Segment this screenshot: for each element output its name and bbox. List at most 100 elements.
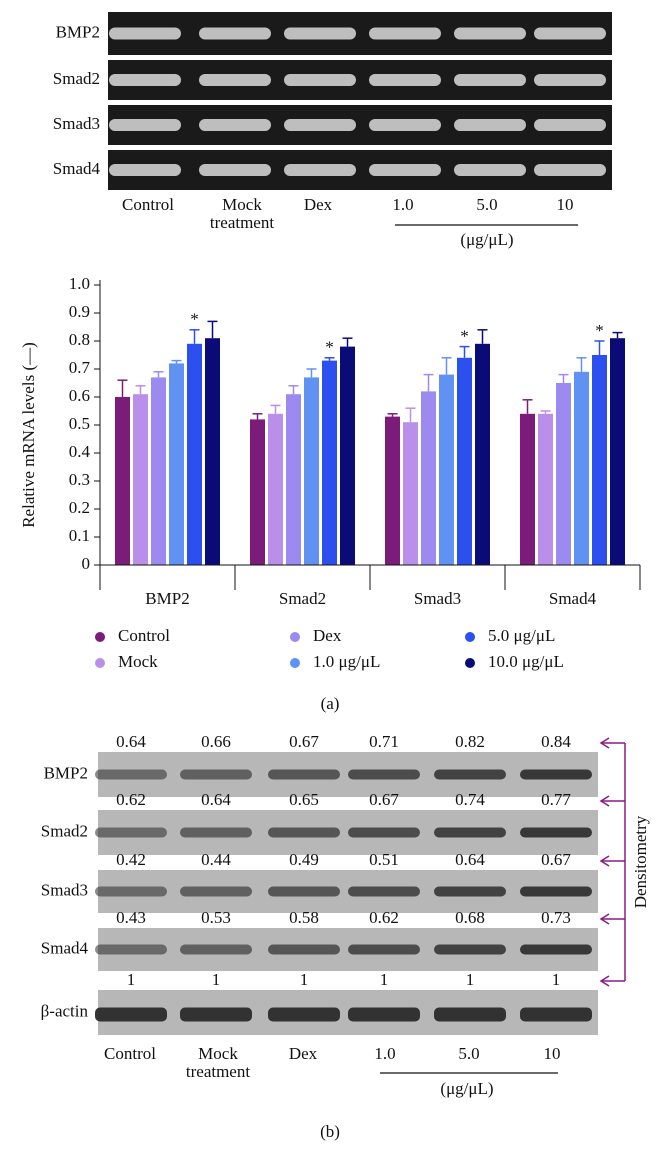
bar: [403, 422, 418, 565]
gel-band: [454, 27, 526, 40]
legend-label: 5.0 μg/μL: [488, 626, 555, 645]
bar: [439, 374, 454, 565]
row-label: Smad3: [41, 880, 88, 899]
densitometry-value: 0.77: [541, 790, 571, 809]
densitometry-value: 0.68: [455, 908, 485, 927]
blot-band: [180, 944, 252, 955]
y-tick-label: 0.1: [69, 526, 90, 545]
y-tick-label: 0: [82, 554, 91, 573]
densitometry-value: 1: [466, 970, 475, 989]
densitometry-value: 0.49: [289, 850, 319, 869]
densitometry-value: 0.43: [116, 908, 146, 927]
bar: [169, 363, 184, 565]
densitometry-value: 0.74: [455, 790, 485, 809]
blot-band: [348, 827, 420, 838]
legend-label: Dex: [313, 626, 342, 645]
gel-band: [369, 119, 441, 131]
bar: [340, 346, 355, 565]
blot-band: [268, 944, 340, 955]
y-tick-label: 0.3: [69, 470, 90, 489]
bar: [592, 355, 607, 565]
bar: [574, 371, 589, 565]
bar: [151, 377, 166, 565]
bar: [205, 338, 220, 565]
bar: [115, 397, 130, 565]
legend-label: Control: [118, 626, 170, 645]
densitometry-value: 0.64: [201, 790, 231, 809]
y-tick-label: 0.8: [69, 330, 90, 349]
lane-label: 10: [556, 195, 574, 214]
arrow-head: [599, 795, 610, 807]
densitometry-value: 1: [552, 970, 561, 989]
densitometry-value: 0.71: [369, 732, 399, 751]
gel-band: [199, 27, 271, 40]
blot-band: [348, 886, 420, 897]
bar: [457, 357, 472, 565]
legend-marker: [95, 658, 105, 668]
densitometry-value: 1: [127, 970, 136, 989]
lane-label: Dex: [288, 1044, 318, 1063]
blot-band: [434, 944, 506, 955]
gel-band: [199, 164, 271, 176]
legend-label: 1.0 μg/μL: [313, 652, 380, 671]
lane-label: 5.0: [476, 195, 498, 214]
gel-band: [109, 74, 181, 86]
gel-band: [369, 164, 441, 176]
bar: [520, 413, 535, 565]
bar: [286, 394, 301, 565]
gel-image: [108, 60, 612, 100]
row-label: BMP2: [44, 763, 88, 782]
blot-band: [520, 1007, 592, 1022]
bar: [556, 383, 571, 565]
blot-band: [520, 944, 592, 955]
bar: [187, 343, 202, 565]
densitometry-value: 1: [300, 970, 309, 989]
arrow-head: [599, 855, 610, 867]
blot-band: [268, 1007, 340, 1022]
gel-band: [534, 119, 606, 131]
gel-band: [534, 164, 606, 176]
blot-band: [434, 886, 506, 897]
y-tick-label: 0.6: [69, 386, 90, 405]
gel-image: [108, 150, 612, 190]
densitometry-value: 0.53: [201, 908, 231, 927]
densitometry-value: 0.64: [116, 732, 146, 751]
blot-band: [268, 886, 340, 897]
blot-band: [348, 1007, 420, 1022]
blot-band: [268, 769, 340, 780]
lane-label: Control: [122, 195, 174, 214]
panel-label: (b): [320, 1122, 340, 1141]
gel-band: [284, 27, 356, 40]
legend-label: Mock: [118, 652, 158, 671]
blot-band: [180, 1007, 252, 1022]
legend-marker: [290, 658, 300, 668]
row-label: Smad2: [53, 69, 100, 88]
gel-band: [369, 74, 441, 86]
gel-band: [454, 164, 526, 176]
densitometry-value: 0.58: [289, 908, 319, 927]
row-label: Smad4: [53, 159, 101, 178]
densitometry-value: 0.62: [116, 790, 146, 809]
densitometry-value: 0.67: [541, 850, 571, 869]
gel-band: [109, 27, 181, 40]
gel-band: [534, 27, 606, 40]
bar: [322, 360, 337, 565]
unit-label: (μg/μL): [460, 230, 513, 249]
significance-marker: *: [325, 338, 334, 357]
legend-marker: [465, 658, 475, 668]
gel-band: [284, 164, 356, 176]
bar: [250, 419, 265, 565]
lane-label: Control: [104, 1044, 156, 1063]
legend-label: 10.0 μg/μL: [488, 652, 564, 671]
lane-label: Dex: [303, 195, 333, 214]
densitometry-value: 1: [212, 970, 221, 989]
blot-band: [95, 944, 167, 955]
densitometry-value: 0.42: [116, 850, 146, 869]
bar: [538, 413, 553, 565]
y-tick-label: 0.9: [69, 302, 90, 321]
densitometry-label: Densitometry: [631, 815, 650, 908]
y-axis-label: Relative mRNA levels (—): [19, 342, 38, 528]
significance-marker: *: [595, 321, 604, 340]
bar: [475, 343, 490, 565]
arrow-head: [599, 913, 610, 925]
